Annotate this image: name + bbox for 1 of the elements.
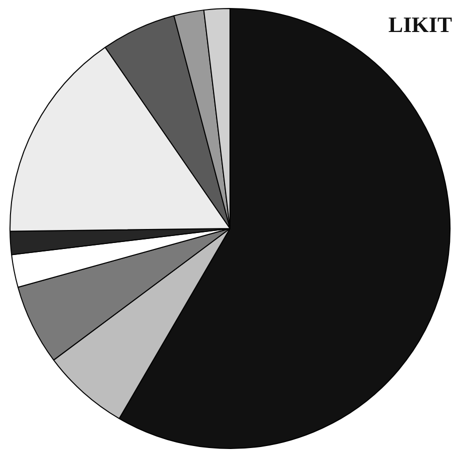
text: LIKIT [388,12,452,38]
